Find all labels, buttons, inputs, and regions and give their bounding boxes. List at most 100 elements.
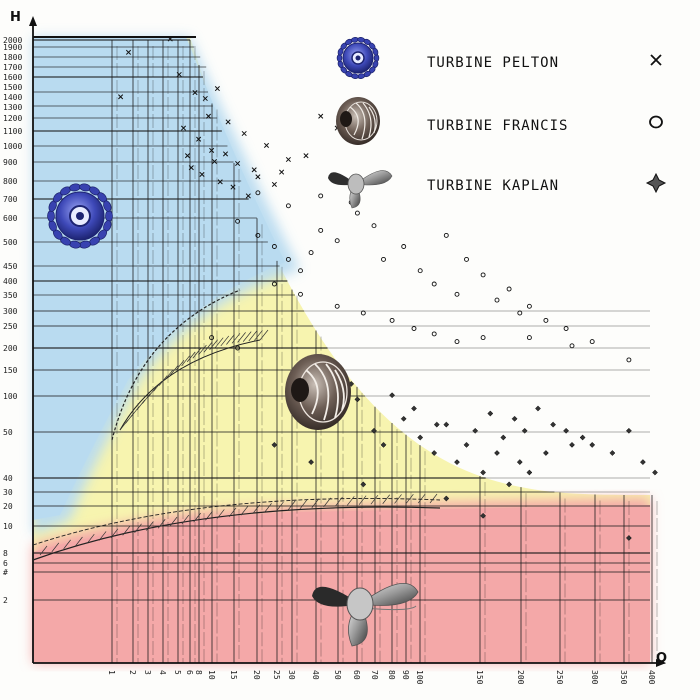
- data-point: [125, 49, 132, 55]
- y-tick-label: 40: [3, 474, 13, 483]
- data-point: [271, 281, 277, 287]
- data-point: [569, 441, 575, 448]
- hatch-stroke: [203, 342, 213, 353]
- x-axis-label: Q: [656, 651, 667, 666]
- x-tick-label: 25: [272, 670, 281, 680]
- x-tick-label: 90: [401, 670, 410, 680]
- hatch-stroke: [382, 494, 391, 504]
- y-tick-label: 1700: [3, 63, 22, 72]
- hatch-stroke: [142, 393, 151, 404]
- data-point: [443, 232, 449, 238]
- hatch-stroke: [39, 545, 48, 556]
- y-tick-label: 200: [3, 344, 18, 353]
- data-point: [542, 450, 549, 456]
- x-tick-label: 50: [333, 670, 342, 680]
- data-point: [360, 481, 367, 488]
- data-point: [389, 317, 395, 323]
- turbine-regions: [33, 37, 650, 663]
- data-point: [251, 167, 257, 173]
- data-point: [285, 203, 291, 209]
- legend-label-kaplan: TURBINE KAPLAN: [427, 178, 559, 194]
- hatch-stroke: [146, 521, 154, 531]
- data-point: [589, 339, 595, 345]
- data-point: [464, 256, 469, 262]
- legend-marker-pelton: [650, 54, 662, 66]
- hatch-stroke: [205, 511, 213, 521]
- hatch-stroke: [192, 348, 202, 359]
- data-point: [443, 421, 450, 428]
- hatch-stroke: [134, 523, 142, 534]
- hatch-stroke: [237, 332, 246, 343]
- hatch-stroke: [98, 531, 107, 541]
- x-tick-label: 20: [252, 670, 261, 680]
- x-tick-label: 1: [107, 670, 116, 675]
- data-point: [411, 326, 417, 331]
- hatch-stroke: [252, 504, 261, 514]
- legend-marker-francis: [649, 115, 663, 129]
- data-point: [494, 450, 500, 456]
- data-point: [176, 71, 182, 78]
- x-tick-label: 60: [352, 670, 361, 680]
- y-tick-label: 600: [3, 214, 18, 223]
- data-point: [526, 303, 532, 309]
- data-point: [463, 441, 470, 448]
- data-point: [217, 179, 223, 185]
- y-tick-label: 100: [3, 392, 18, 401]
- x-tick-label: 2: [128, 670, 137, 675]
- data-point: [563, 427, 570, 434]
- data-point: [235, 160, 241, 167]
- data-point: [443, 495, 450, 502]
- data-point: [279, 169, 285, 175]
- y-tick-label: 2: [3, 596, 8, 605]
- data-point: [417, 268, 423, 274]
- hatch-stroke: [157, 519, 166, 529]
- hatch-stroke: [242, 331, 252, 342]
- data-point: [480, 469, 487, 476]
- data-point: [431, 331, 437, 337]
- y-tick-label: 250: [3, 322, 18, 331]
- y-tick-label: 1400: [3, 93, 22, 102]
- y-tick-label: 1900: [3, 43, 22, 52]
- data-point: [308, 459, 315, 466]
- legend-label-francis: TURBINE FRANCIS: [427, 118, 568, 134]
- data-point: [318, 193, 324, 199]
- hatch-stroke: [170, 364, 179, 376]
- x-tick-label: 70: [370, 670, 379, 680]
- y-tick-label: 2000: [3, 36, 22, 45]
- hatch-stroke: [198, 344, 207, 356]
- data-point: [230, 184, 236, 190]
- hatch-stroke: [417, 493, 426, 504]
- hatch-stroke: [193, 512, 201, 523]
- y-tick-label: 900: [3, 158, 18, 167]
- y-tick-label: 1200: [3, 114, 22, 123]
- data-point: [454, 291, 460, 297]
- data-point: [433, 421, 440, 428]
- pelton-francis-boundary: [111, 289, 241, 441]
- x-tick-label: 10: [207, 670, 216, 680]
- y-axis-arrow: [29, 16, 37, 26]
- pelton-bucket: [105, 210, 113, 222]
- hatch-stroke: [226, 334, 235, 345]
- data-point: [180, 125, 187, 131]
- pelton-bucket: [103, 200, 112, 212]
- x-tick-label: 8: [194, 670, 203, 675]
- hatch-stroke: [394, 494, 402, 504]
- hatch-stroke: [228, 507, 237, 518]
- y-tick-label: 700: [3, 195, 18, 204]
- kaplan-region-core: [33, 505, 650, 663]
- data-point: [298, 268, 303, 274]
- data-point: [380, 441, 387, 448]
- tick-labels: 2000190018001700160015001400130012001100…: [3, 36, 656, 685]
- y-tick-label: 300: [3, 307, 18, 316]
- hatch-stroke: [323, 497, 331, 508]
- x-axis-arrow: [656, 659, 666, 667]
- hatch-stroke: [231, 333, 241, 344]
- y-tick-label: 30: [3, 488, 13, 497]
- data-point: [285, 156, 291, 163]
- data-point: [318, 113, 324, 119]
- y-tick-label: 350: [3, 291, 18, 300]
- pelton-region-core: [33, 37, 285, 520]
- pelton-francis-boundary-inner: [119, 339, 261, 431]
